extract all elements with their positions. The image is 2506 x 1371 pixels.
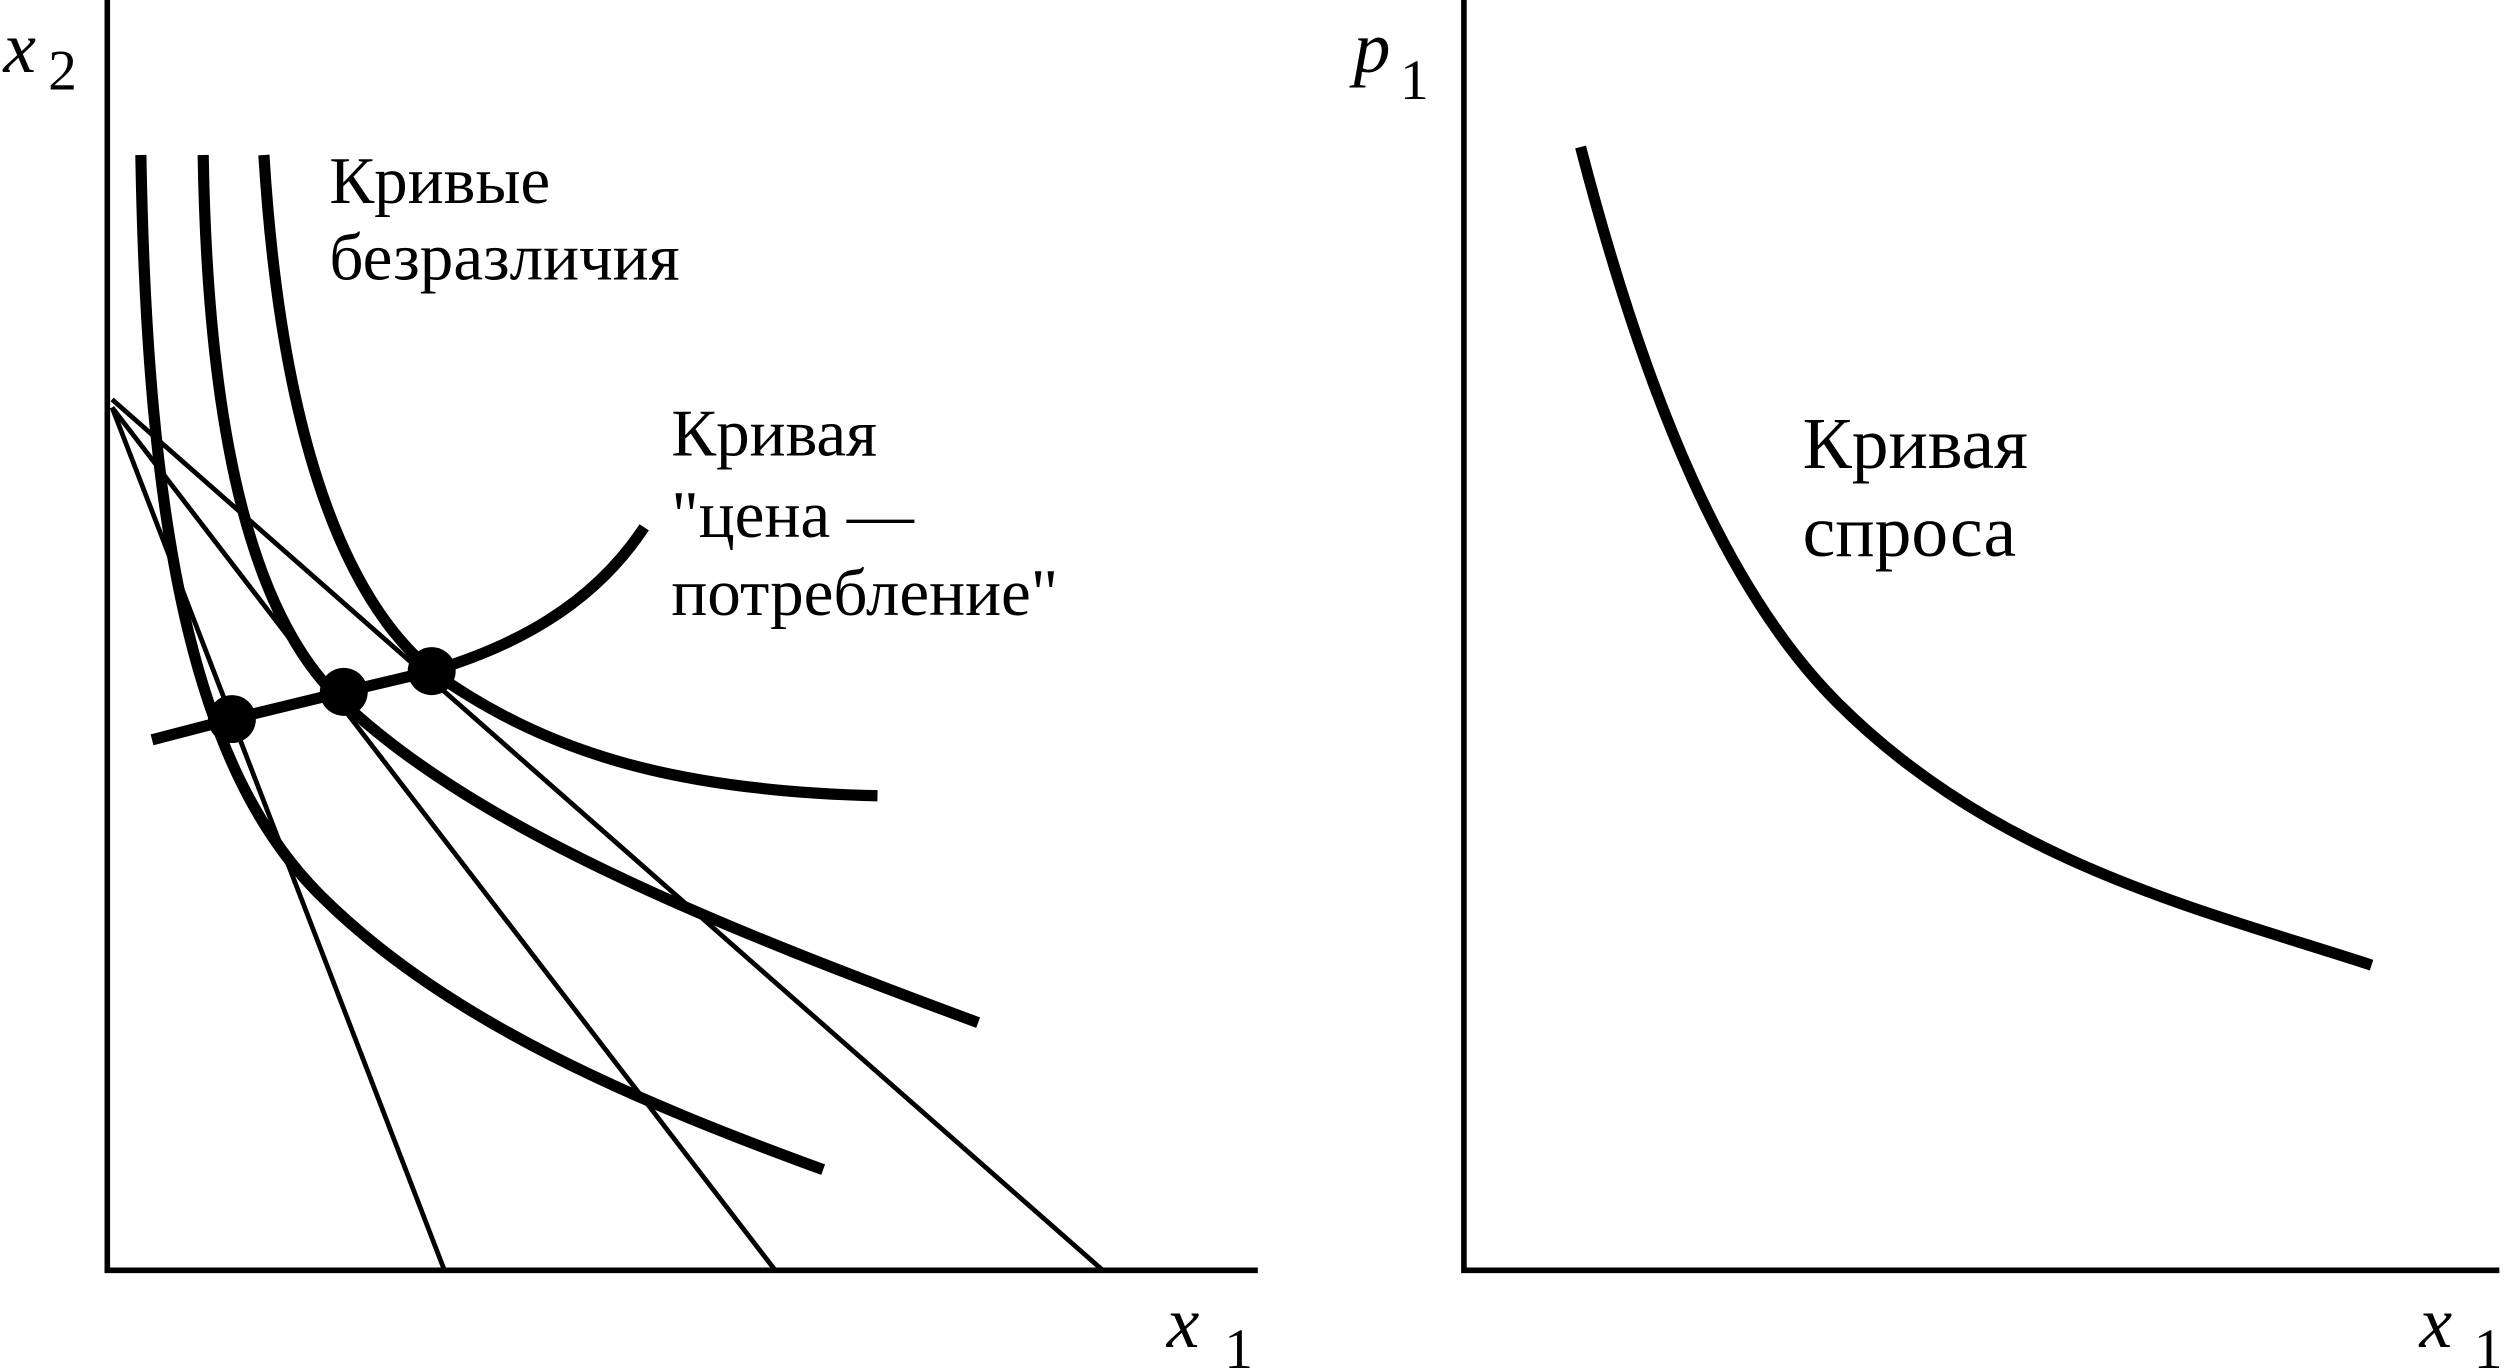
right-panel: p 1 x 1 Кривая спроса <box>1349 0 2503 1371</box>
x-axis-subscript: 1 <box>2474 1318 2503 1371</box>
x-axis-subscript: 1 <box>1224 1318 1253 1371</box>
demand-label: Кривая <box>1803 403 2028 484</box>
indifference-curve <box>135 154 826 1175</box>
left-panel: x 2 x 1 Кривые безразличия Кривая "цена … <box>2 0 1258 1371</box>
equilibrium-point <box>319 667 368 716</box>
x-axis-symbol: x <box>1166 1282 1200 1363</box>
axes <box>1461 0 2500 1274</box>
equilibrium-point <box>407 647 456 696</box>
equilibrium-point <box>207 695 256 744</box>
indifference-label: Кривые <box>329 143 550 218</box>
demand-curve <box>1575 145 2374 971</box>
y-axis-subscript: 1 <box>1400 49 1429 112</box>
demand-label: спроса <box>1803 491 2016 572</box>
pcc-label: потребление" <box>671 555 1058 630</box>
indifference-label: безразличия <box>329 220 679 295</box>
y-axis-subscript: 2 <box>48 39 77 102</box>
y-axis-symbol: x <box>2 7 36 88</box>
y-axis-symbol: p <box>1349 7 1391 88</box>
pcc-label: "цена — <box>671 477 915 552</box>
axes <box>104 0 1258 1274</box>
x-axis-symbol: x <box>2418 1282 2452 1363</box>
pcc-label: Кривая <box>671 395 877 470</box>
budget-line <box>110 397 1105 1273</box>
budget-line <box>110 406 778 1272</box>
